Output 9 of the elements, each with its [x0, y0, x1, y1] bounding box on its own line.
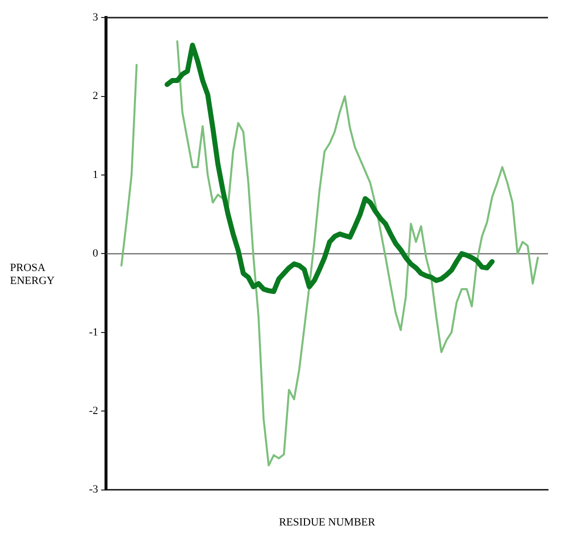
- y-tick-label: 1: [92, 168, 98, 181]
- x-axis-title: RESIDUE NUMBER: [278, 516, 376, 528]
- y-tick-label: 3: [92, 11, 99, 24]
- y-tick-label: 2: [92, 90, 98, 102]
- y-tick-label: 0: [92, 248, 99, 260]
- y-tick-label: -1: [88, 326, 98, 338]
- y-axis-title: PROSA ENERGY: [10, 262, 56, 288]
- y-tick-label: -3: [88, 484, 99, 496]
- y-tick-label: -2: [88, 404, 98, 417]
